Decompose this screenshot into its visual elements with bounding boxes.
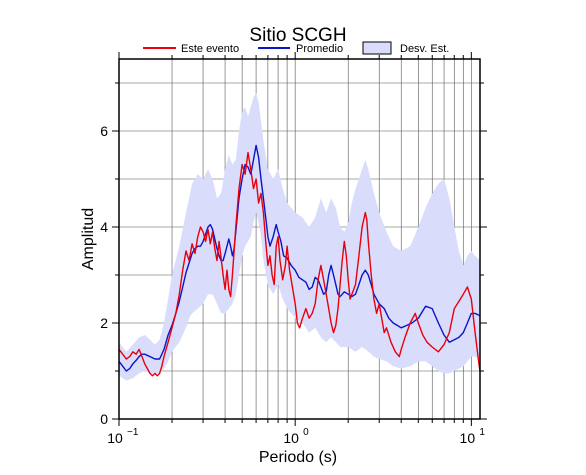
legend-label-event: Este evento <box>181 43 239 55</box>
x-axis-label: Periodo (s) <box>259 449 337 466</box>
y-tick-label: 4 <box>100 219 108 235</box>
x-tick-label-exp: −1 <box>127 427 139 438</box>
legend-swatch-std <box>362 41 392 55</box>
y-axis-label: Amplitud <box>80 208 97 270</box>
x-tick-label-exp: 1 <box>479 427 485 438</box>
x-tick-label: 10 <box>283 430 299 446</box>
x-tick-label: 10 <box>460 430 476 446</box>
y-tick-label: 2 <box>100 315 108 331</box>
y-tick-label: 6 <box>100 123 108 139</box>
chart-title: Sitio SCGH <box>249 25 346 46</box>
plot-frame <box>118 58 481 420</box>
x-tick-label: 10 <box>107 430 123 446</box>
std-band-layer <box>119 92 480 381</box>
legend-label-mean: Promedio <box>296 43 343 55</box>
series-layer <box>118 144 481 377</box>
series-line-este-evento <box>118 151 481 377</box>
series-line-promedio <box>118 144 481 372</box>
std-band <box>119 92 480 381</box>
legend-label-std: Desv. Est. <box>400 43 449 55</box>
y-tick-label: 0 <box>100 411 108 427</box>
legend: Este evento Promedio Desv. Est. <box>143 41 449 55</box>
x-tick-label-exp: 0 <box>303 427 309 438</box>
